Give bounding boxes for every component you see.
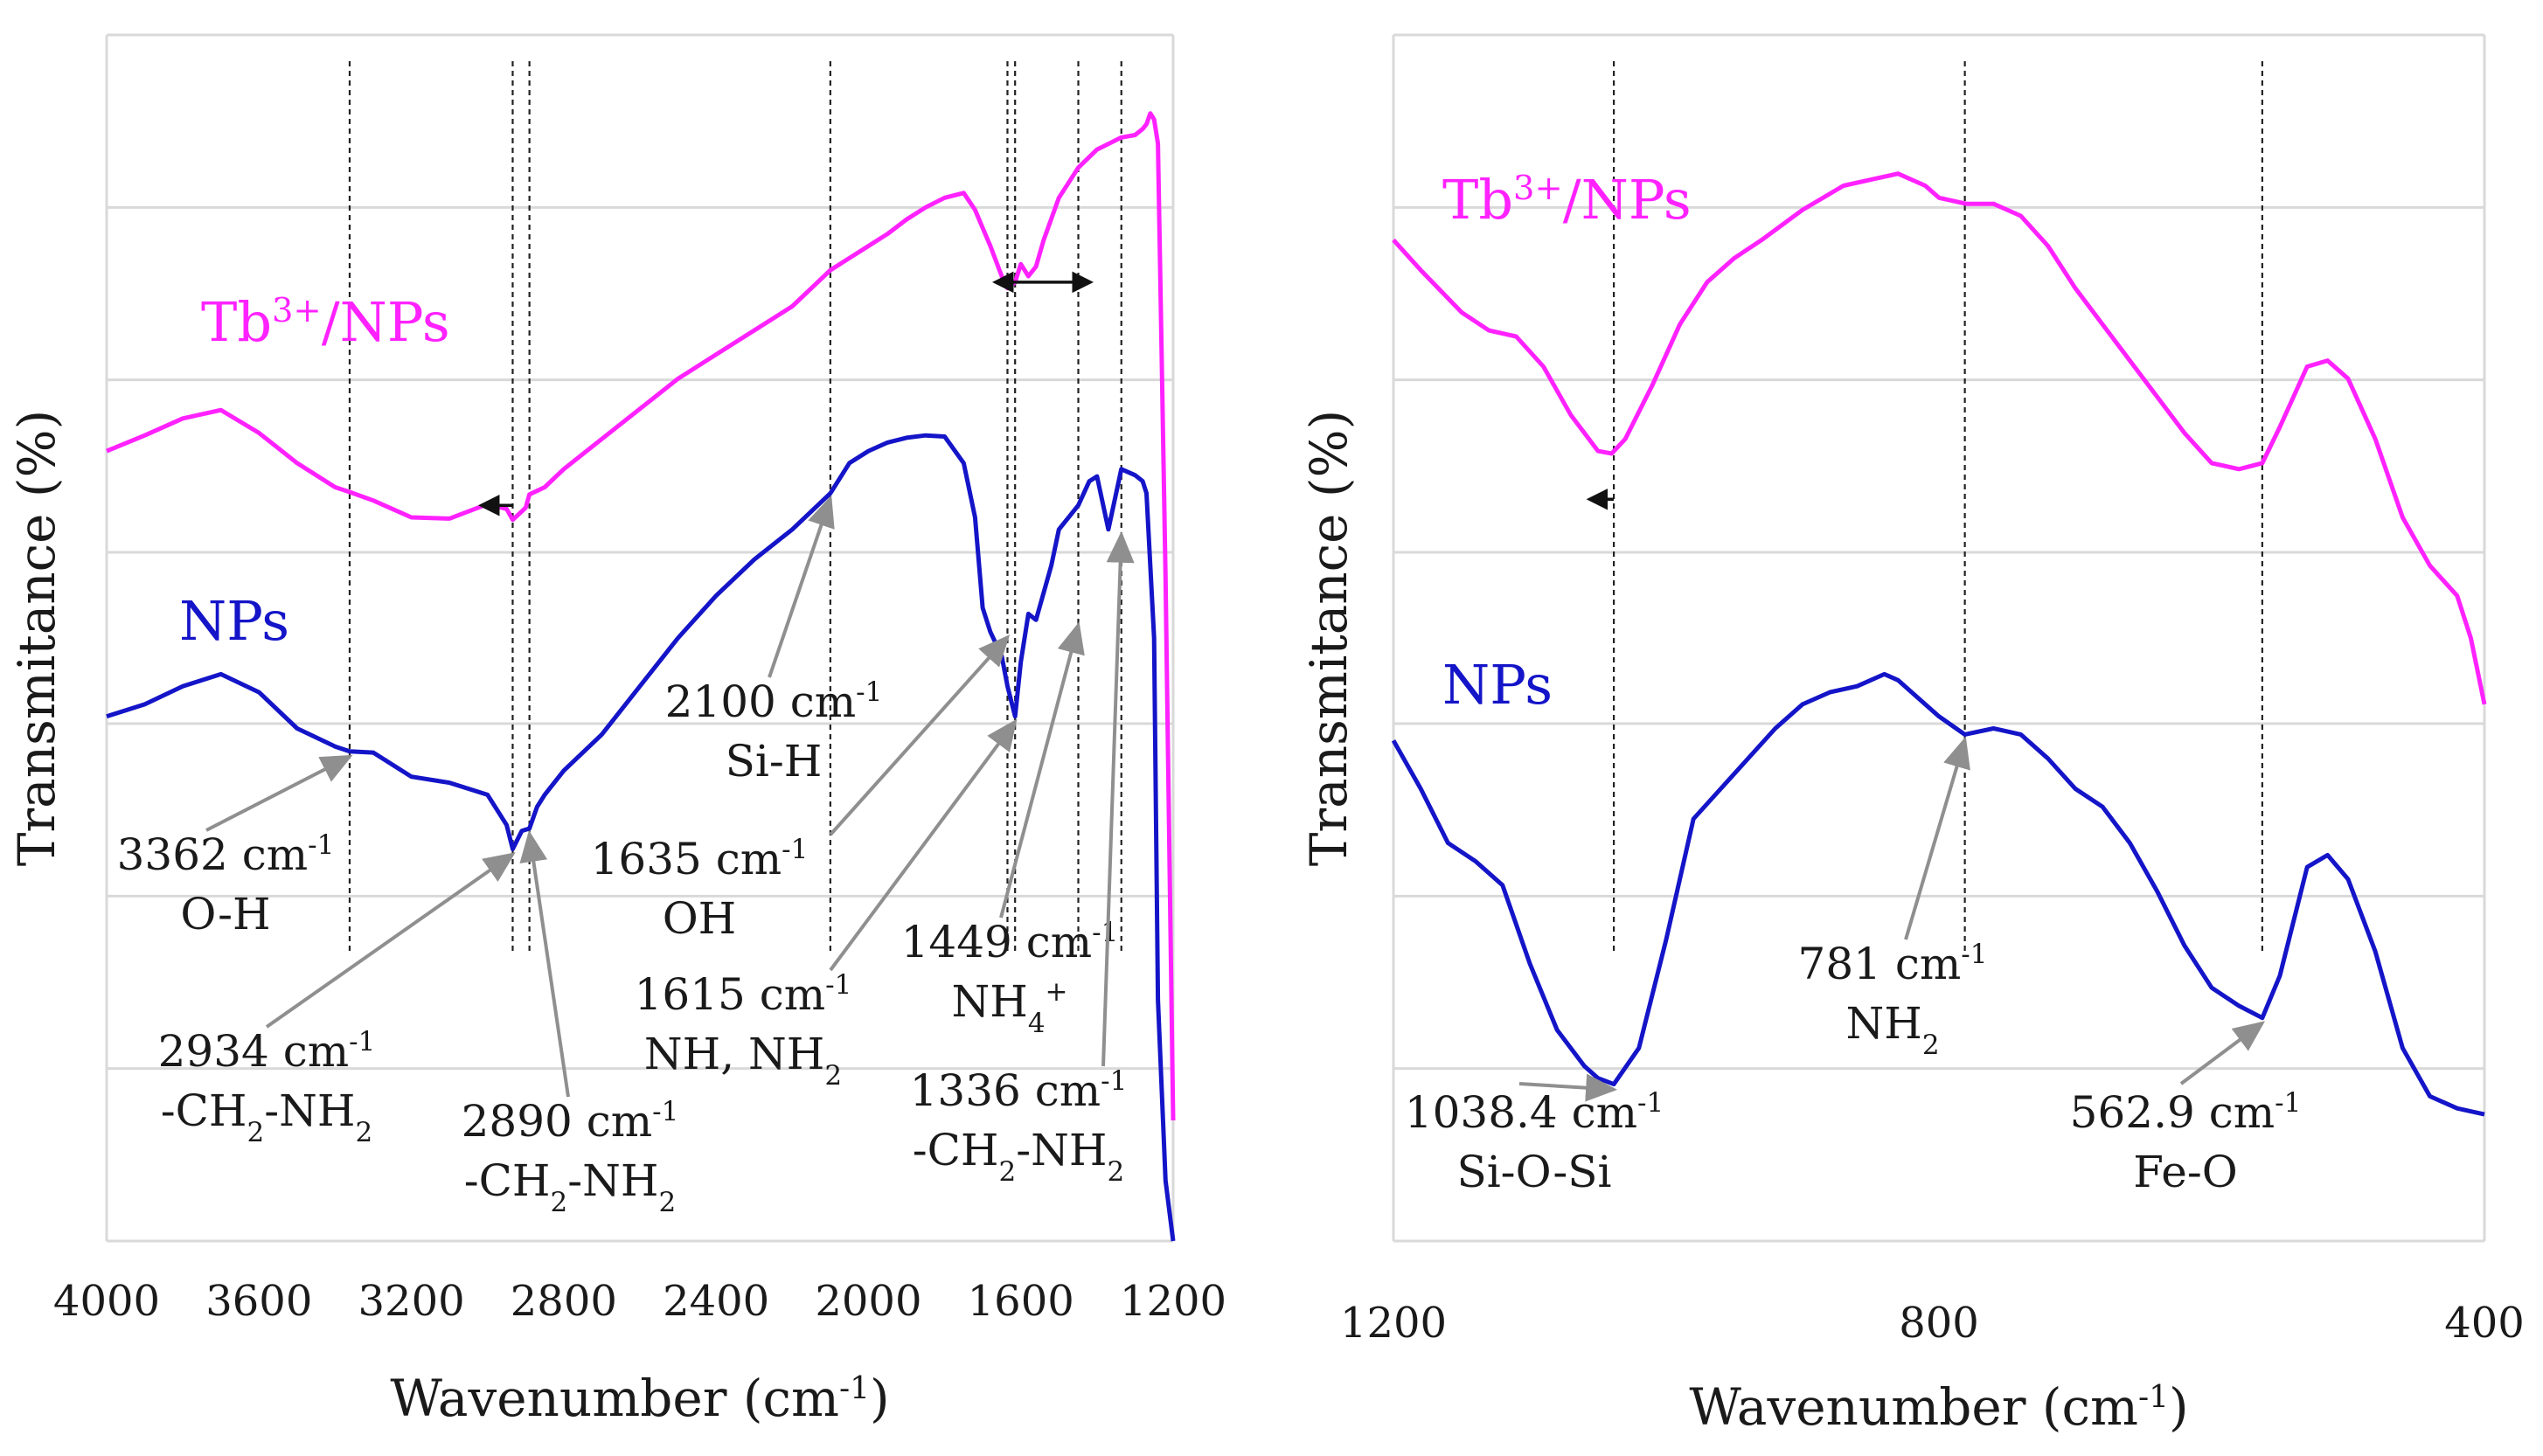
- annotation-arrow: [519, 830, 570, 1098]
- annotation-label: -CH2-NH2: [161, 1085, 372, 1148]
- legend-label-tb-nps: Tb3+/NPs: [201, 290, 450, 354]
- x-tick-label: 3600: [205, 1277, 312, 1326]
- annotation-label: 1336 cm-1: [910, 1065, 1128, 1116]
- x-tick-label: 2800: [511, 1277, 617, 1326]
- left-panel: 4000 3600 3200 2800 2400 2000 1600 1200 Wavenumb…: [7, 33, 1226, 1428]
- annotation-label: NH4+: [951, 976, 1067, 1039]
- legend-label-nps: NPs: [179, 589, 289, 653]
- right-panel: 1200 800 400 Wavenumber (cm-1) Transmitance …: [1299, 33, 2525, 1437]
- annotation-label: NH2: [1845, 998, 1939, 1061]
- x-tick-label: 800: [1899, 1299, 1979, 1348]
- annotation-arrow: [1101, 530, 1135, 1067]
- annotation-arrow: [265, 852, 516, 1029]
- annotation-arrow: [829, 718, 1018, 972]
- annotation-label: 1449 cm-1: [901, 917, 1119, 967]
- annotation-label: 562.9 cm-1: [2070, 1087, 2302, 1138]
- annotation-arrow: [1904, 736, 1970, 940]
- x-tick-label: 3200: [358, 1277, 464, 1326]
- annotation-label: 2100 cm-1: [665, 676, 883, 727]
- x-tick-label: 1200: [1120, 1277, 1226, 1326]
- annotation-label: 1635 cm-1: [591, 834, 809, 884]
- x-tick-label: 1600: [968, 1277, 1074, 1326]
- annotation-arrow: [2179, 1021, 2266, 1085]
- annotation-arrow: [205, 754, 353, 832]
- annotation-label: 1615 cm-1: [635, 969, 852, 1020]
- annotation-label: 2934 cm-1: [158, 1026, 376, 1077]
- annotation-label: -CH2-NH2: [464, 1155, 676, 1218]
- annotation-label: -CH2-NH2: [913, 1125, 1124, 1188]
- x-tick-label: 400: [2444, 1299, 2525, 1348]
- series-line-tb-nps: [106, 111, 1176, 1121]
- annotation-label: Si-O-Si: [1456, 1147, 1611, 1197]
- series-line-tb-nps: [1392, 171, 2487, 705]
- annotation-label: 2890 cm-1: [462, 1096, 679, 1147]
- x-axis-title: Wavenumber (cm-1): [390, 1369, 889, 1428]
- legend-label-tb-nps: Tb3+/NPs: [1442, 168, 1692, 232]
- x-axis-title: Wavenumber (cm-1): [1689, 1377, 2188, 1437]
- annotation-arrow: [829, 634, 1011, 836]
- annotation-label: 3362 cm-1: [117, 829, 335, 880]
- x-tick-label: 1200: [1340, 1299, 1447, 1348]
- annotation-label: NH, NH2: [644, 1029, 842, 1092]
- x-tick-label: 4000: [53, 1277, 160, 1326]
- annotation-label: OH: [663, 893, 737, 944]
- annotation-label: Si-H: [726, 736, 823, 787]
- legend-label-nps: NPs: [1442, 653, 1553, 717]
- annotation-arrow: [768, 495, 835, 678]
- annotation-label: O-H: [180, 889, 270, 939]
- x-tick-label: 2000: [815, 1277, 921, 1326]
- series-line-nps: [106, 433, 1176, 1242]
- annotation-arrow: [1518, 1073, 1618, 1102]
- annotation-label: Fe-O: [2133, 1147, 2237, 1197]
- annotation-label: 1038.4 cm-1: [1405, 1087, 1664, 1138]
- annotation-label: 781 cm-1: [1798, 939, 1988, 989]
- annotation-arrow: [999, 621, 1085, 919]
- y-axis-title: Transmitance (%): [7, 410, 66, 867]
- series-line-nps: [1391, 671, 2485, 1117]
- x-tick-label: 2400: [663, 1277, 769, 1326]
- y-axis-title: Transmitance (%): [1299, 410, 1358, 867]
